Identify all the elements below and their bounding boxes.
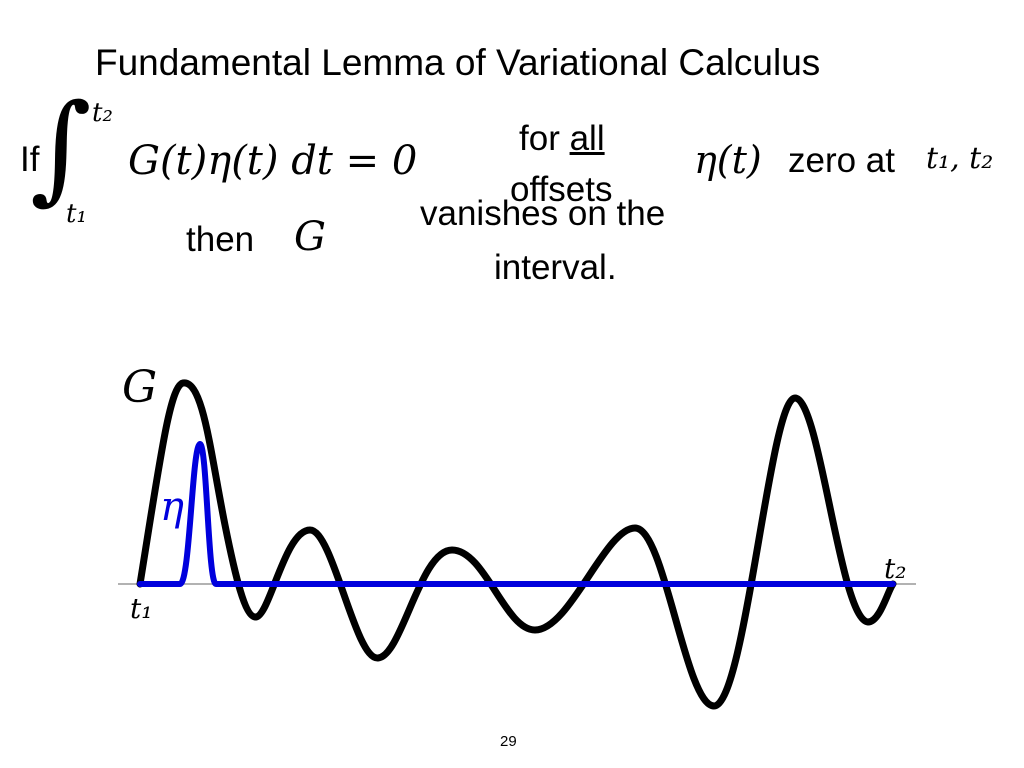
- zero-at-points: t₁, t₂: [926, 141, 994, 176]
- integral-sign: ∫: [30, 78, 92, 216]
- zero-at-label: zero at: [788, 141, 895, 180]
- t2-label: t₂: [884, 552, 906, 585]
- if-label: If: [20, 140, 40, 179]
- g-curve: [136, 379, 897, 710]
- for-text: for: [519, 119, 570, 158]
- eta-of-t: η(t): [694, 138, 762, 182]
- vanishes-label: vanishes on the: [420, 194, 666, 233]
- interval-label: interval.: [494, 248, 617, 287]
- all-text: all: [569, 119, 605, 158]
- then-g-symbol: G: [294, 214, 326, 260]
- integral-lower-limit: t₁: [66, 199, 87, 229]
- integral-expression: G(t)η(t) dt = 0: [128, 138, 418, 184]
- then-label: then: [186, 220, 255, 259]
- page-number: 29: [500, 733, 517, 750]
- g-curve-label: G: [122, 362, 157, 413]
- offsets-label: offsets: [510, 170, 613, 209]
- integral-upper-limit: t₂: [92, 98, 113, 128]
- for-all-label: for all: [519, 118, 605, 160]
- t1-label: t₁: [130, 592, 152, 625]
- eta-curve: [137, 441, 896, 587]
- slide-title: Fundamental Lemma of Variational Calculu…: [95, 42, 821, 83]
- eta-curve-label: η: [160, 484, 184, 530]
